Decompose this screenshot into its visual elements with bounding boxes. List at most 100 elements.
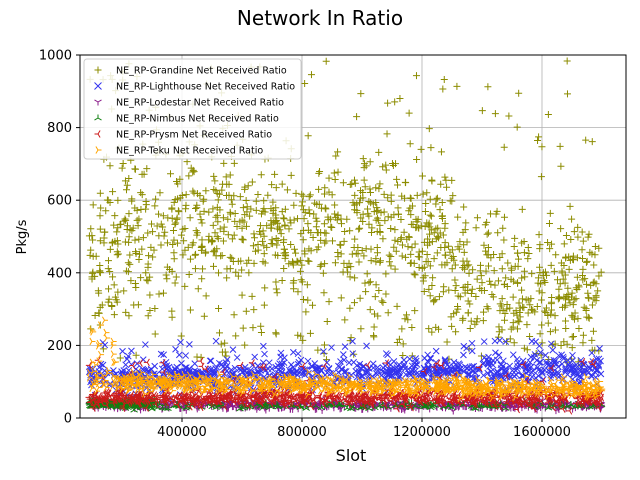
data-point bbox=[321, 184, 329, 192]
data-point bbox=[380, 190, 388, 198]
data-point bbox=[387, 367, 394, 374]
data-point bbox=[146, 394, 153, 403]
data-point bbox=[104, 265, 112, 273]
data-point bbox=[558, 351, 566, 359]
data-point bbox=[380, 395, 387, 403]
data-point bbox=[411, 271, 419, 279]
data-point bbox=[437, 243, 445, 251]
data-point bbox=[144, 312, 152, 320]
data-point bbox=[595, 363, 603, 370]
data-point bbox=[537, 367, 545, 374]
data-point bbox=[426, 354, 434, 362]
data-point bbox=[261, 350, 268, 358]
data-point bbox=[215, 393, 222, 402]
chart-title: Network In Ratio bbox=[237, 6, 403, 30]
data-point bbox=[418, 172, 426, 180]
data-point bbox=[537, 296, 545, 304]
data-point bbox=[500, 213, 508, 221]
data-point bbox=[390, 358, 398, 365]
data-point bbox=[339, 351, 347, 358]
data-point bbox=[545, 361, 553, 369]
data-point bbox=[170, 198, 178, 206]
data-point bbox=[238, 224, 246, 232]
data-point bbox=[435, 234, 443, 242]
data-point bbox=[363, 366, 371, 374]
data-point bbox=[391, 98, 399, 106]
data-point bbox=[561, 317, 569, 325]
data-point bbox=[443, 338, 451, 346]
data-point bbox=[248, 178, 256, 186]
data-point bbox=[426, 230, 434, 238]
data-point bbox=[430, 369, 438, 377]
data-point bbox=[131, 204, 139, 212]
data-point bbox=[562, 366, 569, 374]
data-point bbox=[362, 162, 370, 170]
data-point bbox=[486, 277, 494, 285]
data-point bbox=[144, 229, 152, 237]
data-point bbox=[579, 357, 586, 366]
data-point bbox=[489, 293, 497, 301]
data-point bbox=[448, 265, 456, 273]
data-point bbox=[597, 393, 604, 402]
data-point bbox=[501, 404, 510, 411]
data-point bbox=[125, 233, 133, 241]
data-point bbox=[281, 249, 289, 257]
data-point bbox=[214, 218, 222, 226]
data-point bbox=[118, 164, 126, 172]
data-point bbox=[198, 243, 206, 251]
data-point bbox=[300, 215, 308, 223]
data-point bbox=[239, 204, 247, 212]
data-point bbox=[319, 400, 326, 408]
data-point bbox=[182, 394, 189, 403]
data-point bbox=[487, 210, 495, 218]
data-point bbox=[372, 393, 379, 401]
data-point bbox=[588, 138, 596, 146]
data-point bbox=[384, 309, 392, 317]
data-point bbox=[481, 221, 489, 229]
series-5 bbox=[86, 316, 606, 403]
data-point bbox=[302, 308, 310, 316]
data-point bbox=[498, 302, 506, 310]
data-point bbox=[432, 200, 440, 208]
data-point bbox=[559, 275, 567, 283]
data-point bbox=[122, 308, 130, 316]
data-point bbox=[464, 309, 472, 317]
data-point bbox=[283, 186, 291, 194]
data-point bbox=[557, 342, 565, 350]
data-point bbox=[546, 245, 554, 253]
data-point bbox=[109, 273, 117, 281]
data-point bbox=[210, 172, 218, 180]
data-point bbox=[536, 241, 544, 249]
data-point bbox=[375, 185, 383, 193]
data-point bbox=[144, 369, 152, 377]
data-point bbox=[110, 221, 118, 229]
data-point bbox=[570, 332, 578, 340]
data-point bbox=[588, 349, 596, 357]
data-point bbox=[366, 278, 374, 286]
data-point bbox=[175, 351, 183, 359]
data-point bbox=[445, 286, 453, 294]
data-point bbox=[407, 211, 415, 219]
data-point bbox=[108, 303, 116, 311]
data-point bbox=[299, 236, 307, 244]
data-point bbox=[290, 245, 298, 253]
data-point bbox=[574, 383, 581, 391]
data-point bbox=[583, 313, 591, 321]
data-point bbox=[364, 361, 371, 369]
data-point bbox=[254, 362, 262, 370]
data-point bbox=[185, 366, 193, 373]
data-point bbox=[192, 204, 200, 212]
data-point bbox=[524, 243, 532, 251]
data-point bbox=[213, 211, 221, 219]
data-point bbox=[520, 249, 528, 257]
data-point bbox=[250, 306, 258, 314]
data-point bbox=[437, 148, 445, 156]
data-point bbox=[111, 293, 119, 301]
data-point bbox=[408, 244, 416, 252]
data-point bbox=[162, 271, 170, 279]
data-point bbox=[277, 353, 284, 361]
data-point bbox=[204, 395, 211, 403]
data-point bbox=[263, 222, 271, 230]
data-point bbox=[457, 394, 464, 403]
data-point bbox=[491, 110, 499, 118]
